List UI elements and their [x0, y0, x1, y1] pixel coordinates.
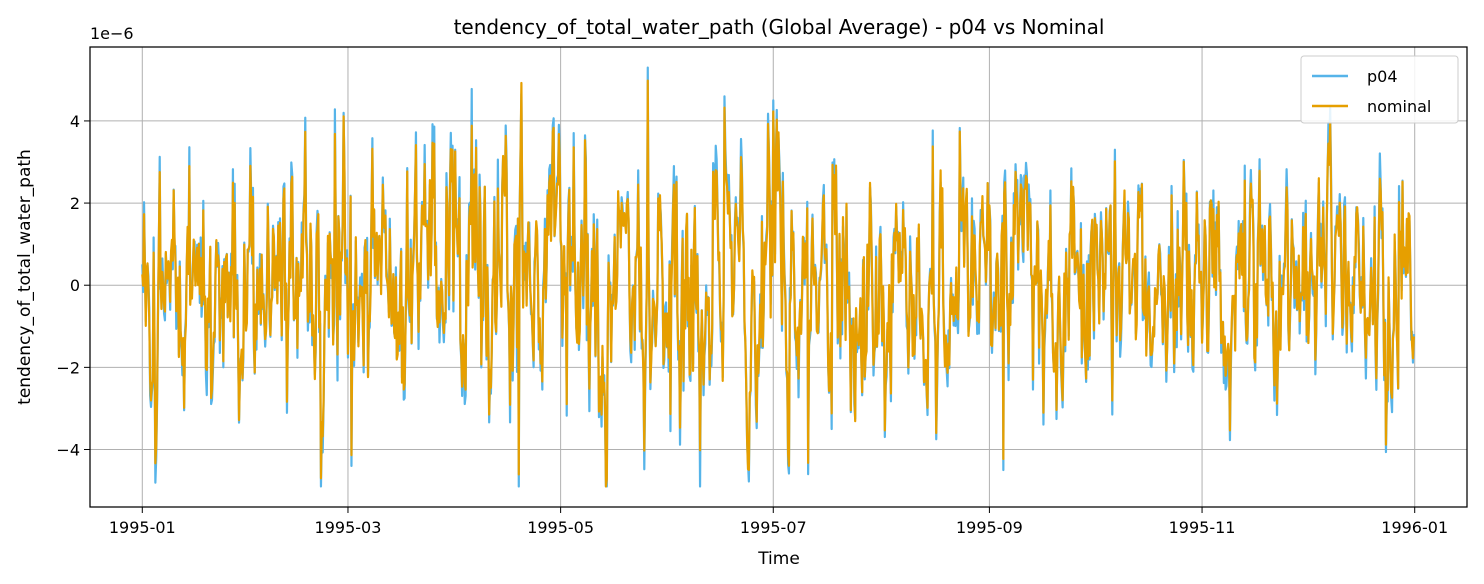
x-axis-label: Time [757, 549, 800, 569]
x-tick-label: 1995-05 [527, 518, 594, 537]
y-tick-label: −2 [56, 358, 80, 377]
legend-label-nominal: nominal [1367, 97, 1431, 116]
y-tick-label: −4 [56, 441, 80, 460]
series-line-nominal [141, 79, 1415, 488]
y-axis: 4 2 0 −2 −4 [56, 112, 90, 460]
x-tick-label: 1995-11 [1169, 518, 1236, 537]
x-tick-label: 1995-03 [315, 518, 382, 537]
y-tick-label: 4 [70, 112, 80, 131]
plot-frame [89, 46, 1468, 508]
x-tick-label: 1995-07 [740, 518, 807, 537]
x-tick-label: 1995-01 [109, 518, 176, 537]
x-tick-label: 1995-09 [956, 518, 1023, 537]
legend: p04 nominal [1300, 55, 1459, 124]
x-axis: 1995-01 1995-03 1995-05 1995-07 1995-09 1995-… [109, 507, 1448, 537]
y-tick-label: 2 [70, 194, 80, 213]
legend-label-p04: p04 [1367, 67, 1398, 86]
y-scale-label: 1e−6 [90, 24, 134, 43]
chart-title: tendency_of_total_water_path (Global Ave… [454, 15, 1105, 39]
y-tick-label: 0 [70, 276, 80, 295]
y-axis-label: tendency_of_total_water_path [15, 149, 35, 405]
x-tick-label: 1996-01 [1381, 518, 1448, 537]
plot-series [141, 66, 1415, 488]
